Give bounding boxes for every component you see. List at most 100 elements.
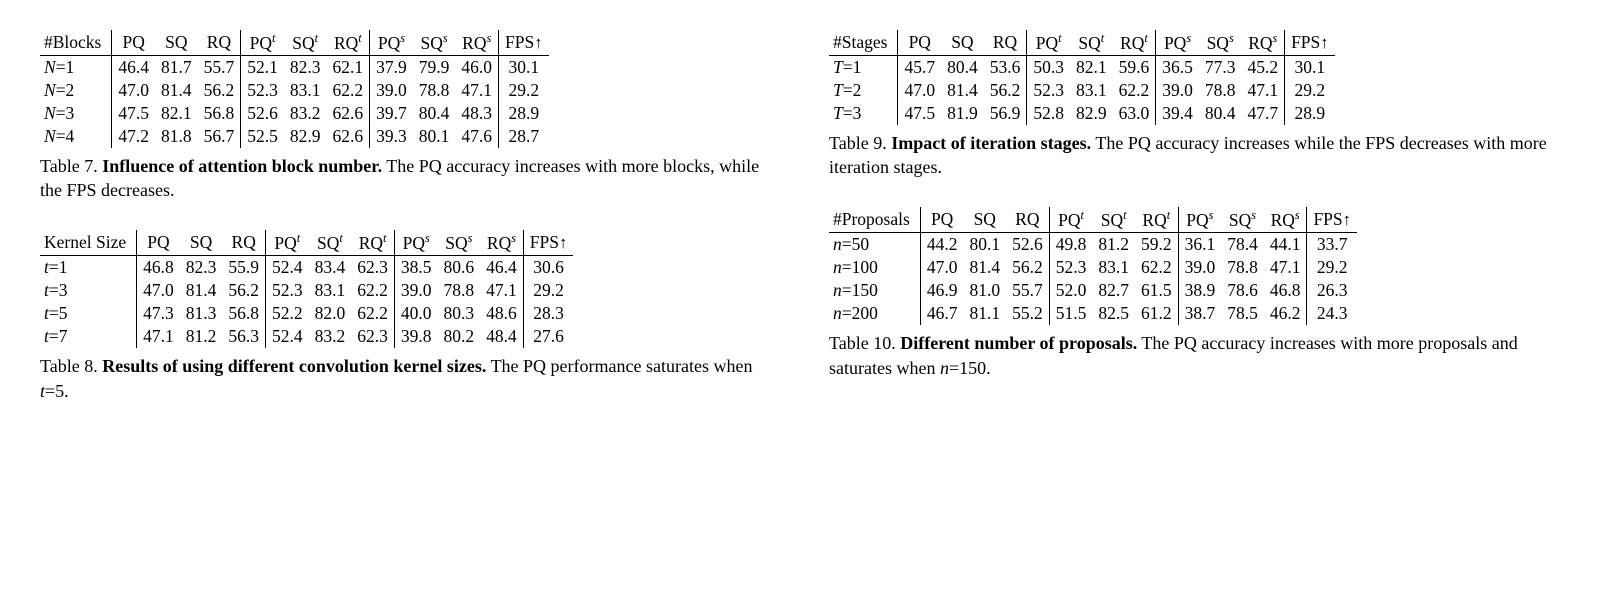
cell: 78.6 [1221,279,1264,302]
cell: 29.2 [523,279,573,302]
col-header-rqs: RQs [1264,207,1307,232]
cell: 45.7 [898,55,941,79]
col-header-blocks: #Blocks [40,30,112,55]
col-header-sqs: SQs [1221,207,1264,232]
col-header-kernel: Kernel Size [40,230,137,255]
right-column: #Stages PQ SQ RQ PQt SQt RQt PQs SQs RQs… [829,30,1558,431]
row-label: t=5 [40,302,137,325]
cell: 62.2 [351,302,394,325]
cell: 52.3 [1027,79,1070,102]
cell: 80.2 [438,325,481,348]
cell: 82.1 [1070,55,1113,79]
col-header-sq: SQ [963,207,1006,232]
cell: 78.8 [1199,79,1242,102]
cell: 78.8 [413,79,456,102]
cell: 81.9 [941,102,984,125]
cell: 47.0 [920,256,963,279]
cell: 52.1 [241,55,284,79]
row-label: n=200 [829,302,920,325]
cell: 55.7 [198,55,241,79]
cell: 83.4 [309,256,352,280]
cell: 39.0 [1178,256,1221,279]
table-row: t=146.882.355.952.483.462.338.580.646.43… [40,256,573,280]
cell: 46.0 [455,55,498,79]
cell: 46.7 [920,302,963,325]
col-header-sqt: SQt [1070,30,1113,55]
cell: 78.4 [1221,233,1264,257]
caption-title: Results of using different convolution k… [102,356,486,376]
row-label: N=1 [40,55,112,79]
row-label: n=50 [829,233,920,257]
col-header-pqt: PQt [266,230,309,255]
cell: 52.4 [266,325,309,348]
cell: 62.2 [1113,79,1156,102]
caption-number: Table 7. [40,156,98,176]
cell: 44.1 [1264,233,1307,257]
cell: 62.3 [351,256,394,280]
cell: 47.3 [137,302,180,325]
col-header-fps: FPS↑ [1307,207,1357,232]
cell: 80.3 [438,302,481,325]
cell: 80.1 [963,233,1006,257]
cell: 81.4 [155,79,198,102]
caption-eq: =5. [45,381,69,401]
table-header-row: #Blocks PQ SQ RQ PQt SQt RQt PQs SQs RQs… [40,30,549,55]
cell: 46.8 [137,256,180,280]
cell: 81.2 [180,325,223,348]
cell: 77.3 [1199,55,1242,79]
cell: 47.6 [455,125,498,148]
caption-eq: =150. [949,358,991,378]
col-header-fps: FPS↑ [499,30,549,55]
col-header-rq: RQ [198,30,241,55]
col-header-rqs: RQs [1241,30,1284,55]
cell: 78.8 [438,279,481,302]
cell: 47.1 [1241,79,1284,102]
cell: 39.8 [394,325,437,348]
cell: 80.4 [1199,102,1242,125]
cell: 52.2 [266,302,309,325]
cell: 82.3 [180,256,223,280]
col-header-pq: PQ [112,30,155,55]
table-header-row: #Stages PQ SQ RQ PQt SQt RQt PQs SQs RQs… [829,30,1335,55]
cell: 50.3 [1027,55,1070,79]
cell: 47.1 [1264,256,1307,279]
row-label: N=3 [40,102,112,125]
cell: 56.9 [984,102,1027,125]
cell: 39.4 [1156,102,1199,125]
table-row: N=447.281.856.752.582.962.639.380.147.62… [40,125,549,148]
cell: 24.3 [1307,302,1357,325]
col-header-pq: PQ [920,207,963,232]
cell: 39.0 [370,79,413,102]
cell: 30.1 [499,55,549,79]
cell: 39.0 [394,279,437,302]
cell: 52.0 [1049,279,1092,302]
cell: 47.0 [137,279,180,302]
cell: 82.3 [284,55,327,79]
col-header-rq: RQ [222,230,265,255]
cell: 30.1 [1285,55,1335,79]
table-row: t=347.081.456.252.383.162.239.078.847.12… [40,279,573,302]
cell: 83.2 [284,102,327,125]
table-8-body: t=146.882.355.952.483.462.338.580.646.43… [40,256,573,349]
col-header-sqt: SQt [1092,207,1135,232]
cell: 29.2 [499,79,549,102]
cell: 52.3 [241,79,284,102]
table-10-caption: Table 10. Different number of proposals.… [829,331,1549,380]
cell: 56.2 [984,79,1027,102]
table-row: T=247.081.456.252.383.162.239.078.847.12… [829,79,1335,102]
cell: 52.4 [266,256,309,280]
cell: 81.4 [180,279,223,302]
cell: 52.6 [1006,233,1049,257]
col-header-pqt: PQt [241,30,284,55]
cell: 38.7 [1178,302,1221,325]
cell: 48.4 [480,325,523,348]
cell: 48.6 [480,302,523,325]
table-row: T=145.780.453.650.382.159.636.577.345.23… [829,55,1335,79]
cell: 47.5 [112,102,155,125]
row-label: T=3 [829,102,898,125]
table-header-row: Kernel Size PQ SQ RQ PQt SQt RQt PQs SQs… [40,230,573,255]
cell: 78.8 [1221,256,1264,279]
cell: 48.3 [455,102,498,125]
table-9: #Stages PQ SQ RQ PQt SQt RQt PQs SQs RQs… [829,30,1335,125]
caption-body: The PQ performance saturates when [486,356,752,376]
